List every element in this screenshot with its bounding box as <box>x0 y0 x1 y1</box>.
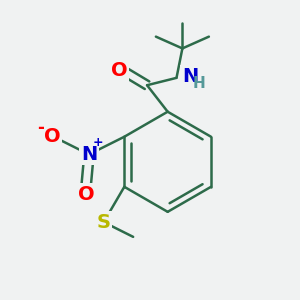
Text: H: H <box>192 76 205 91</box>
Text: +: + <box>92 136 103 149</box>
Text: N: N <box>182 67 198 86</box>
Text: -: - <box>37 119 44 137</box>
Text: S: S <box>97 213 111 232</box>
Text: O: O <box>78 185 94 204</box>
Text: O: O <box>111 61 128 80</box>
Text: O: O <box>44 127 61 146</box>
Text: N: N <box>81 145 97 164</box>
